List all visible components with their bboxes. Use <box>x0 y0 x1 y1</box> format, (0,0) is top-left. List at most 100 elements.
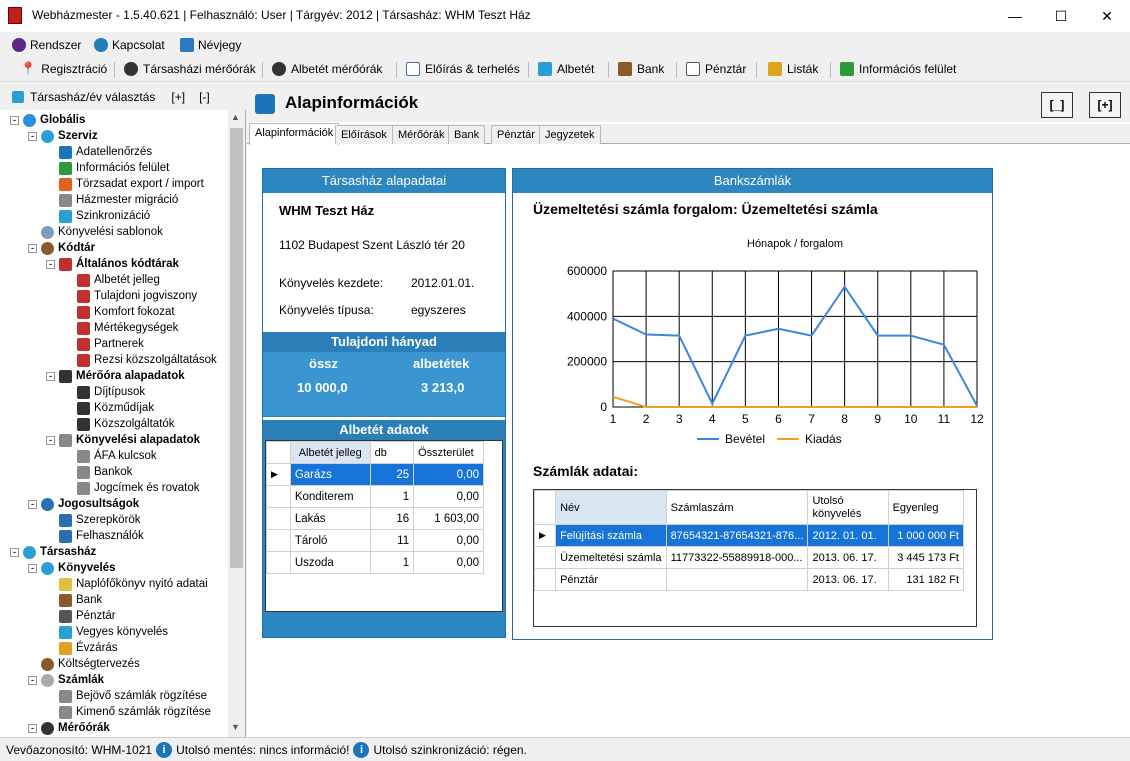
tree-node[interactable]: Felhasználók <box>46 528 144 544</box>
tree-node[interactable]: Bankok <box>64 464 132 480</box>
table-cell[interactable]: 2013. 06. 17. <box>807 568 889 591</box>
minimize-page-button[interactable]: [_] <box>1041 92 1073 118</box>
collapse-toggle-icon[interactable]: - <box>28 563 37 573</box>
tree-node[interactable]: Közműdíjak <box>64 400 154 416</box>
toolbar-unit-meters[interactable]: Albetét mérőórák <box>272 60 382 78</box>
tree-node[interactable]: Évzárás <box>46 640 118 656</box>
table-row[interactable]: Pénztár 2013. 06. 17. 131 182 Ft <box>533 568 965 591</box>
scroll-thumb[interactable] <box>230 128 243 568</box>
table-cell[interactable]: Tároló <box>289 529 371 552</box>
toolbar-bank[interactable]: Bank <box>618 60 664 78</box>
tree-node[interactable]: - Kódtár <box>28 240 95 256</box>
col-account-number[interactable]: Számlaszám <box>665 490 809 525</box>
tree-scrollbar[interactable]: ▲ ▼ <box>228 110 245 737</box>
toolbar-unit[interactable]: Albetét <box>538 60 594 78</box>
expand-all-button[interactable]: [+] <box>171 90 186 104</box>
table-cell[interactable]: Pénztár <box>555 568 667 591</box>
collapse-toggle-icon[interactable]: - <box>46 259 55 269</box>
row-header[interactable] <box>533 568 557 591</box>
row-header[interactable] <box>266 507 291 530</box>
tree-node[interactable]: - Mérőórák <box>28 720 110 736</box>
tree-node[interactable]: Jogcímek és rovatok <box>64 480 199 496</box>
collapse-toggle-icon[interactable]: - <box>28 131 37 141</box>
scroll-up-icon[interactable]: ▲ <box>231 112 240 122</box>
table-cell[interactable]: 2013. 06. 17. <box>807 546 889 569</box>
tree-node[interactable]: Szerepkörök <box>46 512 141 528</box>
table-row[interactable]: Üzemeltetési számla 11773322-55889918-000… <box>533 546 965 569</box>
col-last-booking[interactable]: Utolsó könyvelés <box>807 490 889 525</box>
tree-node[interactable]: Törzsadat export / import <box>46 176 204 192</box>
collapse-toggle-icon[interactable]: - <box>28 675 37 685</box>
collapse-all-button[interactable]: [-] <box>199 90 210 104</box>
collapse-toggle-icon[interactable]: - <box>28 499 37 509</box>
tree-node[interactable]: Információs felület <box>46 160 169 176</box>
tree-node[interactable]: ÁFA kulcsok <box>64 448 157 464</box>
tree-node[interactable]: Tulajdoni jogviszony <box>64 288 197 304</box>
table-cell[interactable]: 3 445 173 Ft <box>887 546 965 569</box>
col-count[interactable]: db <box>369 441 415 464</box>
menu-nevjegy[interactable]: Névjegy <box>180 36 241 54</box>
tree-node[interactable]: - Globális <box>10 112 85 128</box>
tree-node[interactable]: Adatellenőrzés <box>46 144 152 160</box>
table-row[interactable]: Tároló 11 0,00 <box>266 529 484 552</box>
tree-node[interactable]: Pénztár <box>46 608 116 624</box>
table-cell[interactable]: 0,00 <box>413 529 484 552</box>
col-balance[interactable]: Egyenleg <box>887 490 965 525</box>
tab-notes[interactable]: Jegyzetek <box>539 125 601 144</box>
row-header[interactable] <box>533 546 557 569</box>
row-header[interactable] <box>266 529 291 552</box>
table-cell[interactable]: 1 000 000 Ft <box>887 524 965 547</box>
tab-cashdesk[interactable]: Pénztár <box>491 125 541 144</box>
menu-kapcsolat[interactable]: Kapcsolat <box>94 36 165 54</box>
table-cell[interactable]: Garázs <box>289 463 371 486</box>
tree-node[interactable]: Közszolgáltatók <box>64 416 175 432</box>
scroll-down-icon[interactable]: ▼ <box>231 722 240 732</box>
tree-node[interactable]: - Szerviz <box>28 128 98 144</box>
collapse-toggle-icon[interactable]: - <box>28 243 37 253</box>
tree-node[interactable]: - Könyvelés <box>28 560 116 576</box>
toolbar-house-meters[interactable]: Társasházi mérőórák <box>124 60 256 78</box>
tree-node[interactable]: - Számlák <box>28 672 104 688</box>
close-button[interactable]: ✕ <box>1101 8 1113 24</box>
col-unit-type[interactable]: Albetét jelleg <box>289 441 371 464</box>
row-header[interactable]: ▶ <box>266 463 291 486</box>
row-header[interactable] <box>266 485 291 508</box>
maximize-button[interactable]: ☐ <box>1054 8 1068 24</box>
table-cell[interactable]: Lakás <box>289 507 371 530</box>
table-cell[interactable]: 1 603,00 <box>413 507 484 530</box>
toolbar-registration[interactable]: 📍 Regisztráció <box>20 60 107 78</box>
tree-node[interactable]: Házmester migráció <box>46 192 178 208</box>
tree-node[interactable]: - Jogosultságok <box>28 496 139 512</box>
table-cell[interactable]: Felújítási számla <box>555 524 667 547</box>
tree-node[interactable]: Költségtervezés <box>28 656 140 672</box>
toolbar-info-panel[interactable]: Információs felület <box>840 60 956 78</box>
toolbar-lists[interactable]: Listák <box>768 60 818 78</box>
tree-node[interactable]: - Társasház <box>10 544 96 560</box>
tree-node[interactable]: - Könyvelési alapadatok <box>46 432 200 448</box>
table-row[interactable]: Lakás 16 1 603,00 <box>266 507 484 530</box>
minimize-button[interactable]: — <box>1008 8 1022 24</box>
table-cell[interactable]: 25 <box>369 463 415 486</box>
collapse-toggle-icon[interactable]: - <box>46 371 55 381</box>
tree-node[interactable]: Partnerek <box>64 336 144 352</box>
table-cell[interactable]: 1 <box>369 485 415 508</box>
tree-node[interactable]: Díjtípusok <box>64 384 145 400</box>
table-cell[interactable]: 11773322-55889918-000... <box>665 546 809 569</box>
tab-meters[interactable]: Mérőórák <box>392 125 451 144</box>
tree-node[interactable]: Könyvelési sablonok <box>28 224 163 240</box>
table-cell[interactable]: 1 <box>369 551 415 574</box>
row-header[interactable] <box>266 551 291 574</box>
tree-node[interactable]: Szinkronizáció <box>46 208 150 224</box>
table-cell[interactable]: 2012. 01. 01. <box>807 524 889 547</box>
collapse-toggle-icon[interactable]: - <box>10 547 19 557</box>
maximize-page-button[interactable]: [+] <box>1089 92 1121 118</box>
tree-node[interactable]: Bejövő számlák rögzítése <box>46 688 207 704</box>
table-cell[interactable]: 16 <box>369 507 415 530</box>
collapse-toggle-icon[interactable]: - <box>28 723 37 733</box>
house-year-select[interactable]: Társasház/év választás <box>30 90 156 104</box>
menu-rendszer[interactable]: Rendszer <box>12 36 81 54</box>
tree-node[interactable]: Albetét jelleg <box>64 272 160 288</box>
table-row[interactable]: Konditerem 1 0,00 <box>266 485 484 508</box>
table-cell[interactable]: 131 182 Ft <box>887 568 965 591</box>
tree-node[interactable]: Naplófőkönyv nyitó adatai <box>46 576 208 592</box>
